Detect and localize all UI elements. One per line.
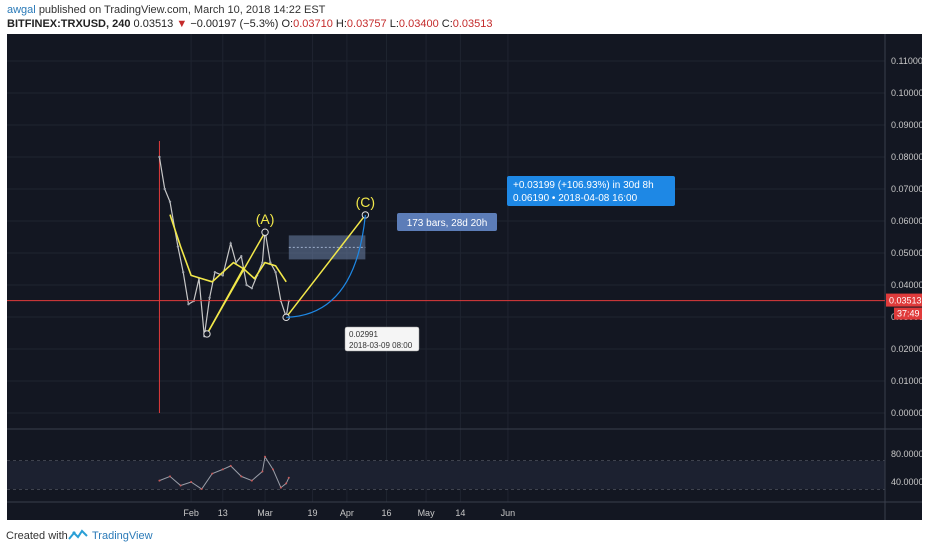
- time-tick-label: 16: [381, 508, 391, 518]
- oscillator-point: [271, 468, 274, 471]
- countdown-tag-text: 37:49: [897, 309, 920, 319]
- oscillator-point: [211, 472, 214, 475]
- high-label: H:: [335, 18, 347, 30]
- high-value: 0.03757: [346, 18, 387, 30]
- oscillator-point: [250, 479, 253, 482]
- oscillator-point: [240, 475, 243, 478]
- price-point: [163, 187, 166, 191]
- projection-callout-text: +0.03199 (+106.93%) in 30d 8h: [513, 180, 654, 191]
- low-value: 0.03400: [398, 18, 439, 30]
- last-price: 0.03513: [133, 18, 174, 30]
- close-value: 0.03513: [452, 18, 493, 30]
- price-point: [158, 155, 161, 159]
- price-point: [168, 200, 172, 203]
- oscillator-point: [221, 468, 224, 471]
- price-tick-label: 0.01000: [891, 376, 922, 386]
- time-tick-label: Apr: [340, 508, 354, 518]
- price-point: [245, 283, 248, 287]
- low-point-date: 2018-03-09 08:00: [349, 341, 413, 350]
- time-tick-label: Feb: [183, 508, 199, 518]
- oscillator-point: [279, 486, 282, 489]
- price-tick-label: 0.02000: [891, 344, 922, 354]
- price-point: [182, 271, 185, 274]
- created-with-text: Created with: [6, 530, 68, 542]
- osc-tick-label: 80.0000: [891, 449, 922, 459]
- osc-tick-label: 40.0000: [891, 477, 922, 487]
- price-chart[interactable]: 173 bars, 28d 20h (A) (C) +0.03199 (+106.93…: [7, 34, 922, 520]
- price-point: [176, 245, 180, 248]
- wave-label: (A): [256, 211, 275, 227]
- price-tick-label: 0.09000: [891, 120, 922, 130]
- price-tick-label: 0.11000: [891, 56, 922, 66]
- symbol-name[interactable]: BITFINEX:TRXUSD, 240: [7, 18, 131, 30]
- price-change: −0.00197 (−5.3%): [190, 18, 279, 30]
- footer: Created with TradingView: [0, 520, 932, 550]
- wave-point: [203, 330, 211, 338]
- oscillator-point: [264, 455, 267, 458]
- open-value: 0.03710: [293, 18, 333, 30]
- tradingview-link[interactable]: TradingView: [92, 530, 153, 542]
- close-label: C:: [441, 18, 453, 30]
- price-tick-label: 0.06000: [891, 216, 922, 226]
- low-point-value: 0.02991: [349, 330, 378, 339]
- projection-callout: [507, 176, 675, 206]
- oscillator-point: [179, 484, 182, 487]
- projection-arc: [286, 214, 366, 318]
- price-point: [261, 261, 264, 264]
- osc-band-fill: [7, 461, 885, 489]
- wave-line: [285, 214, 366, 318]
- time-tick-label: Mar: [257, 508, 273, 518]
- oscillator-line: [159, 455, 290, 490]
- tradingview-logo-icon[interactable]: [68, 528, 88, 542]
- projection-detail-text: 0.06190 • 2018-04-08 16:00: [513, 193, 638, 204]
- publish-line: awgal published on TradingView.com, Marc…: [7, 4, 325, 16]
- oscillator-point: [190, 481, 193, 483]
- price-point: [213, 271, 217, 274]
- time-tick-label: 14: [455, 508, 465, 518]
- price-tick-label: 0.00000: [891, 408, 922, 418]
- wave-line: [206, 231, 266, 335]
- chart-area[interactable]: 173 bars, 28d 20h (A) (C) +0.03199 (+106.93…: [7, 34, 922, 520]
- range-label-box: [397, 213, 497, 231]
- price-point: [229, 242, 232, 245]
- header: awgal published on TradingView.com, Marc…: [0, 0, 932, 34]
- time-tick-label: 13: [218, 508, 228, 518]
- price-point: [187, 303, 190, 306]
- oscillator-point: [200, 488, 203, 490]
- low-point-tooltip: [344, 326, 420, 352]
- wave-point: [261, 228, 269, 236]
- price-tick-label: 0.05000: [891, 248, 922, 258]
- moving-average-line: [169, 214, 287, 283]
- oscillator-point: [158, 479, 161, 482]
- price-tick-label: 0.08000: [891, 152, 922, 162]
- price-point: [221, 274, 224, 277]
- price-tick-label: 0.04000: [891, 280, 922, 290]
- price-point: [274, 271, 277, 274]
- author-link[interactable]: awgal: [7, 4, 36, 16]
- oscillator-point: [229, 464, 232, 467]
- symbol-line: BITFINEX:TRXUSD, 240 0.03513 ▼ −0.00197 …: [7, 18, 493, 30]
- oscillator-point: [285, 482, 288, 485]
- wave-label: (C): [356, 194, 375, 210]
- last-price-tag-text: 0.03513: [889, 296, 922, 306]
- low-label: L:: [389, 18, 399, 30]
- countdown-tag: [894, 307, 922, 320]
- oscillator-point: [169, 475, 171, 478]
- oscillator-point: [287, 476, 290, 479]
- time-tick-label: May: [418, 508, 436, 518]
- oscillator-point: [261, 470, 264, 473]
- time-tick-label: 19: [308, 508, 318, 518]
- price-tick-label: 0.07000: [891, 184, 922, 194]
- price-point: [240, 255, 243, 258]
- price-tick-label: 0.10000: [891, 88, 922, 98]
- last-price-tag: [886, 293, 922, 307]
- open-label: O:: [281, 18, 294, 30]
- price-point: [208, 296, 211, 299]
- publish-info: published on TradingView.com, March 10, …: [38, 4, 326, 16]
- down-arrow-icon: ▼: [176, 18, 188, 30]
- price-point: [250, 287, 254, 290]
- range-label-text: 173 bars, 28d 20h: [407, 218, 488, 229]
- time-tick-label: Jun: [501, 508, 516, 518]
